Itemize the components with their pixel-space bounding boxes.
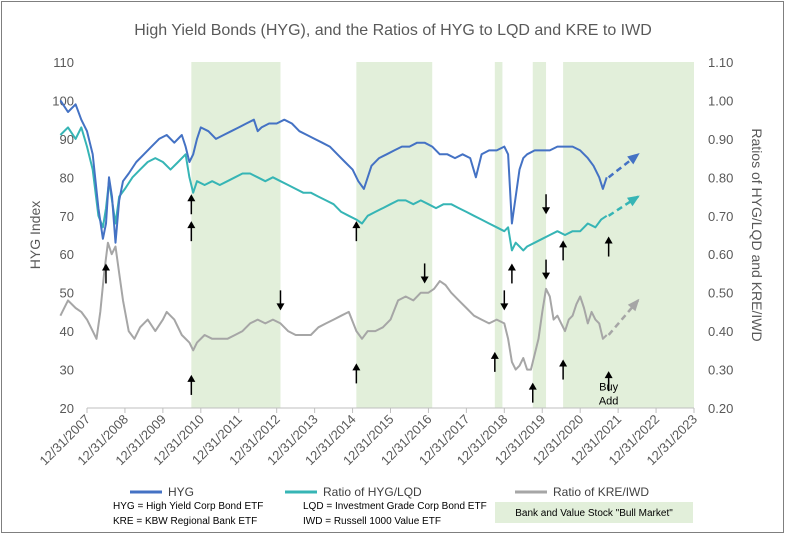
signal-arrow-head-2 bbox=[187, 221, 196, 229]
y-tick-label: 40 bbox=[60, 324, 74, 339]
signal-arrow-head-1 bbox=[187, 194, 196, 202]
projection-line-1 bbox=[607, 195, 639, 217]
signal-arrow-head-15 bbox=[559, 359, 568, 367]
y-tick-label: 30 bbox=[60, 363, 74, 378]
signal-arrow-head-17 bbox=[604, 371, 613, 379]
signal-arrow-head-12 bbox=[542, 207, 551, 215]
projection-head-1 bbox=[627, 195, 640, 207]
y2-tick-label: 0.90 bbox=[708, 132, 733, 147]
legend-label-hyg-lqd: Ratio of HYG/LQD bbox=[323, 485, 422, 499]
bull-market-shading bbox=[191, 62, 694, 408]
signal-arrow-head-7 bbox=[420, 276, 429, 284]
y2-tick-label: 0.50 bbox=[708, 286, 733, 301]
y-axis-left: 20 30 40 50 60 70 80 90 100 110 bbox=[52, 55, 74, 416]
signal-arrow-head-13 bbox=[542, 272, 551, 280]
signal-arrow-head-10 bbox=[507, 263, 516, 271]
shade-period-1 bbox=[356, 62, 433, 408]
y-tick-label: 20 bbox=[60, 401, 74, 416]
series-line-1 bbox=[59, 126, 608, 252]
y2-tick-label: 0.70 bbox=[708, 209, 733, 224]
signal-arrow-head-9 bbox=[500, 303, 509, 311]
signal-arrows bbox=[101, 194, 613, 403]
projection-line-2 bbox=[607, 299, 640, 336]
legend-label-hyg: HYG bbox=[168, 485, 194, 499]
y-axis-right: 0.20 0.30 0.40 0.50 0.60 0.70 0.80 0.90 1.00 1.10 bbox=[708, 55, 733, 416]
projection-head-0 bbox=[627, 153, 640, 165]
y-tick-label: 110 bbox=[53, 55, 74, 70]
y-tick-label: 70 bbox=[60, 209, 74, 224]
y-tick-label: 100 bbox=[52, 93, 74, 108]
annotation-add: Add bbox=[599, 395, 619, 407]
signal-arrow-head-14 bbox=[559, 240, 568, 248]
shade-period-0 bbox=[191, 62, 281, 408]
y2-tick-label: 0.80 bbox=[708, 170, 733, 185]
legend-note-kre: KRE = KBW Regional Bank ETF bbox=[113, 516, 257, 527]
signal-arrow-head-5 bbox=[352, 221, 361, 229]
y2-tick-label: 0.60 bbox=[708, 247, 733, 262]
series-line-0 bbox=[59, 99, 608, 244]
y-tick-label: 80 bbox=[60, 170, 74, 185]
signal-arrow-head-0 bbox=[101, 263, 110, 271]
y2-tick-label: 0.40 bbox=[708, 324, 733, 339]
y-tick-label: 50 bbox=[60, 286, 74, 301]
projection-head-2 bbox=[627, 298, 640, 312]
shade-period-3 bbox=[532, 62, 547, 408]
projection-arrows bbox=[607, 153, 640, 336]
y2-axis-label: Ratios of HYG/LQD and KRE/IWD bbox=[749, 128, 765, 341]
legend-note-lqd: LQD = Investment Grade Corp Bond ETF bbox=[303, 501, 487, 512]
y2-tick-label: 0.30 bbox=[708, 363, 733, 378]
y2-tick-label: 1.00 bbox=[708, 93, 733, 108]
legend-label-kre-iwd: Ratio of KRE/IWD bbox=[553, 485, 649, 499]
y-axis-label: HYG Index bbox=[27, 201, 43, 269]
shade-period-4 bbox=[563, 62, 694, 408]
signal-arrow-head-4 bbox=[276, 303, 285, 311]
signal-arrow-head-11 bbox=[528, 382, 537, 390]
series-lines bbox=[59, 99, 608, 371]
chart-title: High Yield Bonds (HYG), and the Ratios o… bbox=[134, 22, 652, 39]
legend: HYG Ratio of HYG/LQD Ratio of KRE/IWD HY… bbox=[113, 485, 693, 527]
shade-period-2 bbox=[494, 62, 503, 408]
y-tick-label: 60 bbox=[60, 247, 74, 262]
signal-arrow-head-3 bbox=[187, 374, 196, 382]
y-tick-label: 90 bbox=[60, 132, 74, 147]
legend-shade-label: Bank and Value Stock "Bull Market" bbox=[515, 508, 673, 519]
signal-arrow-head-16 bbox=[604, 236, 613, 244]
y2-tick-label: 1.10 bbox=[708, 55, 733, 70]
legend-note-hyg: HYG = High Yield Corp Bond ETF bbox=[113, 501, 263, 512]
signal-arrow-head-8 bbox=[490, 351, 499, 359]
legend-note-iwd: IWD = Russell 1000 Value ETF bbox=[303, 516, 441, 527]
signal-arrow-head-6 bbox=[352, 363, 361, 371]
y2-tick-label: 0.20 bbox=[708, 401, 733, 416]
x-axis: 12/31/200712/31/200812/31/200912/31/2010… bbox=[36, 407, 700, 468]
annotation-buy: Buy bbox=[599, 381, 618, 393]
series-line-2 bbox=[59, 241, 608, 371]
legend-shade-swatch bbox=[495, 502, 693, 523]
